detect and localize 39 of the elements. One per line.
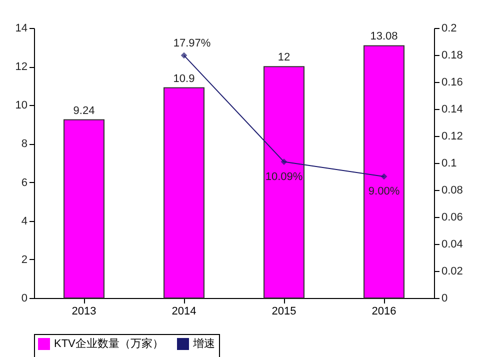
point (180, 52, 188, 59)
y-tick-label: 0 (21, 292, 28, 304)
legend-label: 增速 (192, 337, 215, 350)
y-tick-label: 12 (15, 61, 28, 74)
y2-tick-label: 0.1 (442, 158, 457, 170)
y2-tick-label: 0.12 (442, 130, 463, 142)
legend-label: KTV企业数量（万家） (54, 337, 164, 350)
y2-tick-label: 0.04 (442, 238, 463, 250)
y2-tick-label: 0.18 (442, 50, 463, 62)
y2-tick-label: 0.08 (442, 184, 463, 196)
point (380, 173, 388, 180)
y-tick-label: 2 (21, 254, 28, 266)
y2-tick-label: 0.14 (442, 104, 463, 116)
bar (264, 66, 304, 298)
y2-tick-label: 0.06 (442, 212, 463, 224)
data-label: 10.09% (265, 170, 303, 183)
x-tick-label: 2015 (272, 306, 296, 318)
data-label: 10.9 (173, 72, 195, 85)
y2-tick-label: 0.02 (442, 266, 463, 278)
y-tick-label: 10 (15, 100, 28, 112)
y2-tick-label: 0.2 (442, 22, 457, 34)
x-tick-label: 2013 (72, 306, 96, 318)
y-tick-label: 6 (21, 176, 28, 189)
x-tick-label: 2014 (172, 306, 196, 318)
data-label: 17.97% (173, 37, 211, 50)
data-label: 12 (278, 52, 290, 64)
y-tick-label: 8 (21, 138, 28, 150)
bar (64, 119, 104, 298)
point (280, 158, 288, 165)
data-label: 9.24 (73, 104, 95, 117)
y2-tick-label: 0 (442, 292, 448, 304)
bar (364, 45, 404, 298)
x-tick-label: 2016 (372, 306, 396, 318)
bar (164, 87, 204, 298)
data-label: 13.08 (370, 30, 398, 43)
y-tick-label: 4 (21, 215, 28, 228)
y2-tick-label: 0.16 (442, 76, 463, 88)
y-tick-label: 14 (15, 22, 28, 34)
data-label: 9.00% (368, 186, 400, 198)
